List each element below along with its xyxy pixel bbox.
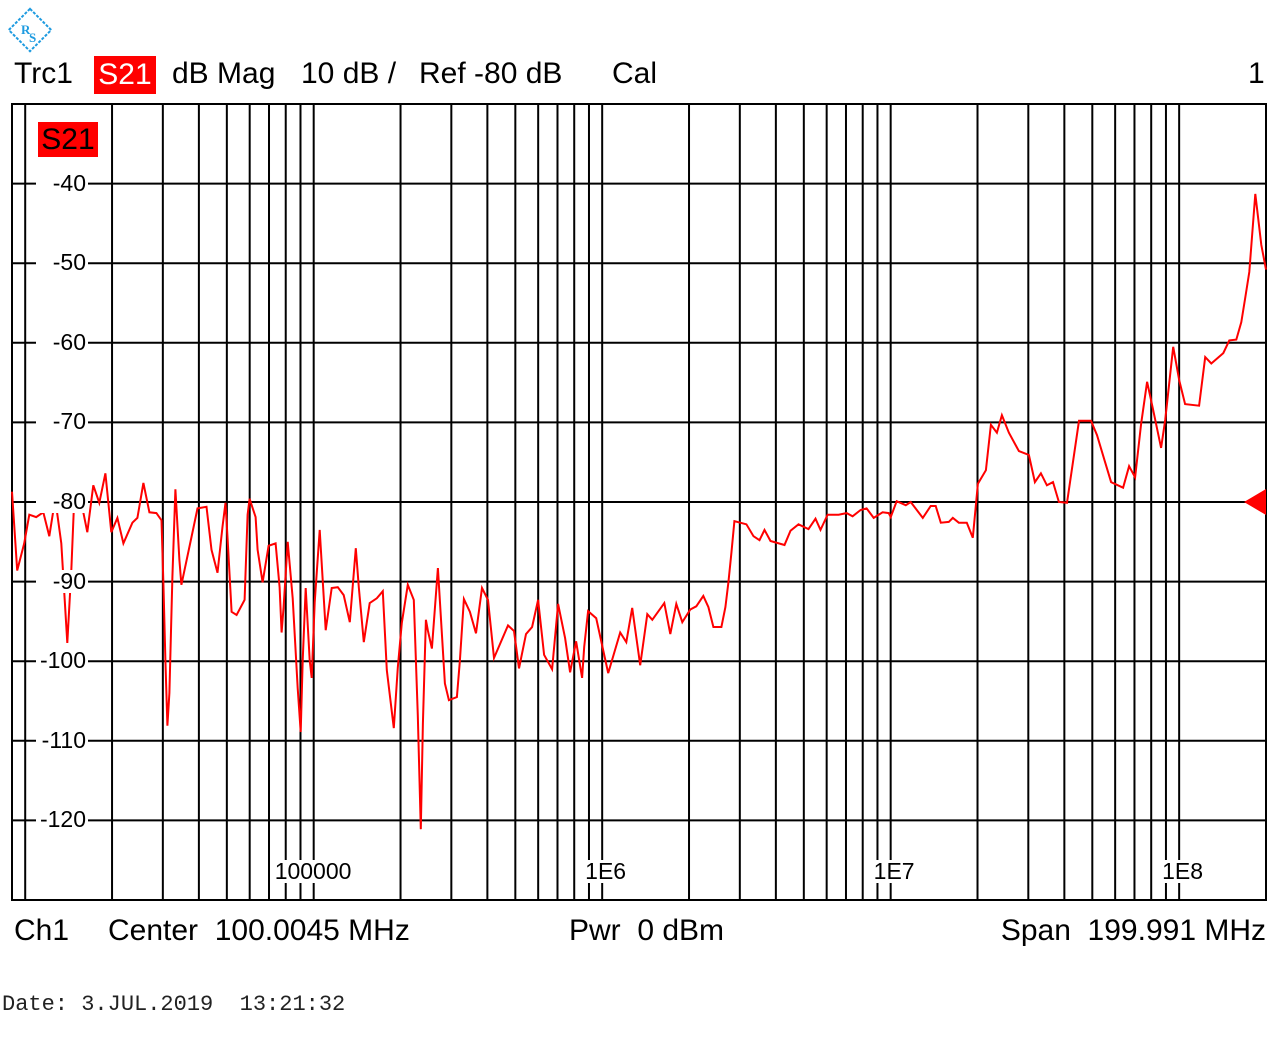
rs-logo: R S bbox=[7, 7, 53, 53]
y-tick-label: -40 bbox=[36, 171, 88, 195]
x-tick-label: 1E7 bbox=[872, 858, 916, 884]
format-label[interactable]: dB Mag bbox=[172, 57, 276, 90]
span-frequency[interactable]: Span 199.991 MHz bbox=[1000, 914, 1266, 947]
grid bbox=[11, 103, 1267, 901]
y-tick-label: -110 bbox=[36, 728, 88, 752]
y-tick-label: -80 bbox=[36, 490, 88, 513]
x-tick-label: 1E8 bbox=[1161, 858, 1205, 884]
power-level[interactable]: Pwr 0 dBm bbox=[569, 914, 725, 947]
svg-text:S: S bbox=[29, 30, 36, 45]
x-tick-label: 1E6 bbox=[584, 858, 628, 884]
cal-label: Cal bbox=[612, 57, 658, 90]
y-tick-label: -50 bbox=[36, 251, 88, 275]
trace-s21 bbox=[11, 193, 1267, 830]
center-frequency[interactable]: Center 100.0045 MHz bbox=[108, 914, 410, 947]
trace-line bbox=[11, 193, 1267, 830]
y-tick-label: -70 bbox=[36, 410, 88, 434]
y-tick-label: -120 bbox=[36, 808, 88, 832]
channel-number: 1 bbox=[1248, 57, 1265, 90]
y-tick-label: -90 bbox=[36, 569, 88, 593]
ref-label[interactable]: Ref -80 dB bbox=[419, 57, 563, 90]
reference-level-marker bbox=[1244, 489, 1266, 515]
trace-label: S21 bbox=[38, 122, 98, 157]
y-tick-label: -60 bbox=[36, 330, 88, 354]
parameter-badge[interactable]: S21 bbox=[94, 56, 156, 94]
y-tick-label: -100 bbox=[36, 649, 88, 673]
trace-name[interactable]: Trc1 bbox=[14, 57, 73, 90]
channel-label: Ch1 bbox=[14, 914, 70, 947]
x-tick-label: 100000 bbox=[273, 858, 353, 884]
scale-label[interactable]: 10 dB / bbox=[301, 57, 397, 90]
date-stamp: Date: 3.JUL.2019 13:21:32 bbox=[2, 992, 346, 1017]
svg-text:R: R bbox=[21, 22, 31, 37]
